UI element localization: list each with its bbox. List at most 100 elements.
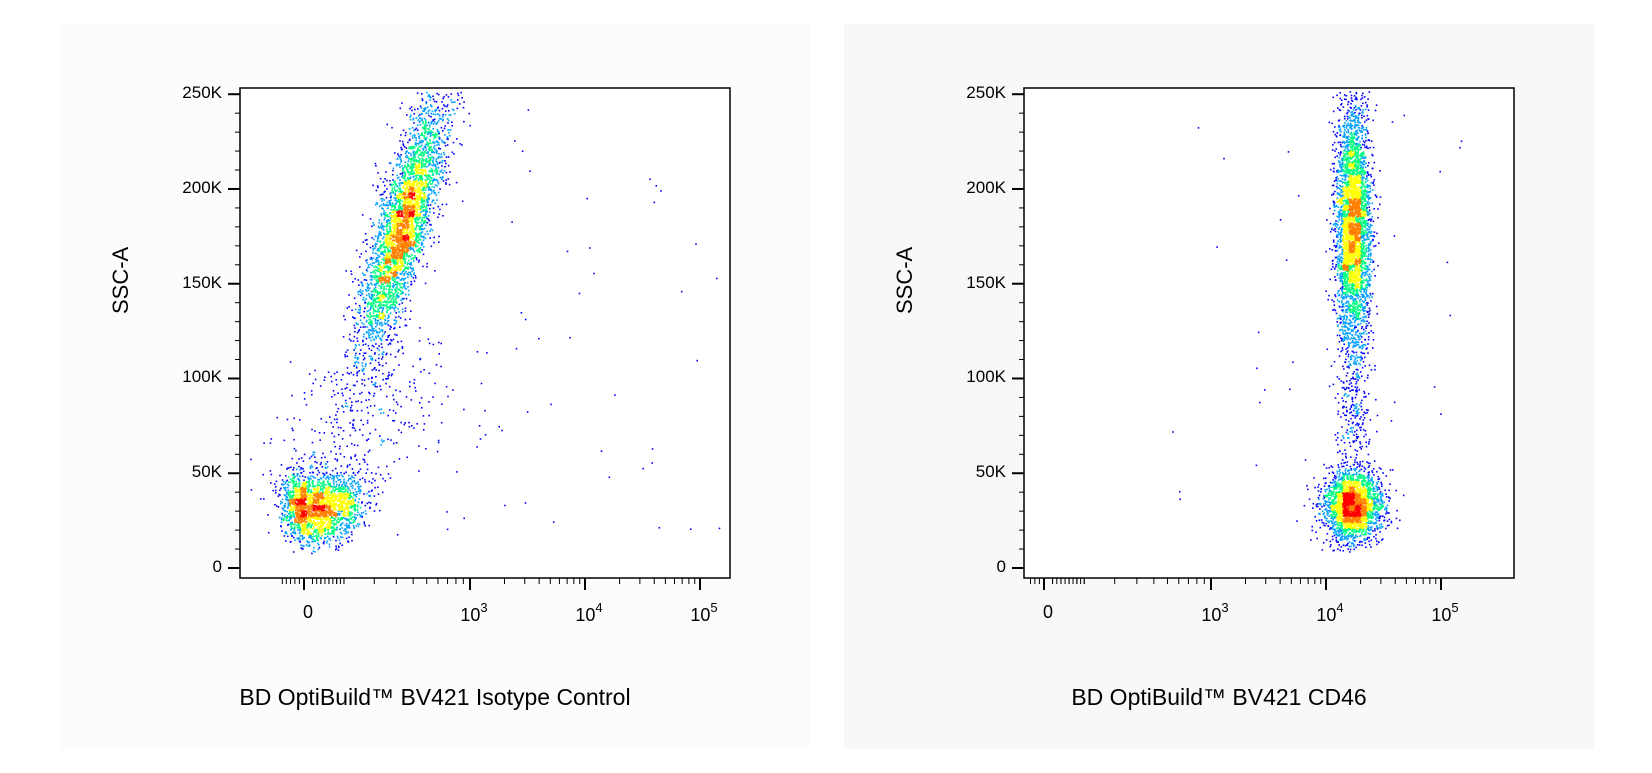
data-point [337,499,340,501]
data-point [425,143,427,146]
data-point [307,533,310,536]
data-point [423,220,426,222]
data-point [297,505,300,508]
data-point [411,159,413,161]
data-point [337,487,340,489]
data-point [314,535,316,538]
data-point [378,263,381,266]
data-point [323,483,326,486]
data-point [337,490,340,493]
data-point [319,508,321,510]
data-point [327,483,330,486]
data-point [415,277,417,279]
data-point [336,483,338,486]
data-point [297,519,300,522]
data-point [396,222,398,224]
data-point [410,235,412,238]
data-point [340,494,343,497]
data-point [416,250,419,253]
data-point [400,161,402,163]
data-point [347,541,350,543]
data-point [328,537,331,540]
data-point [404,172,406,174]
data-point [379,307,381,309]
data-point [399,107,402,110]
data-point [343,498,345,500]
data-point [401,272,403,274]
data-point [327,523,329,526]
data-point [392,338,395,341]
data-point [308,528,311,530]
data-point [421,181,424,184]
data-point [348,474,350,477]
data-point [346,526,349,528]
data-point [323,509,325,512]
data-point [380,281,382,284]
data-point [377,172,379,174]
data-point [293,514,295,517]
data-point [303,526,305,529]
data-point [350,485,352,488]
data-point [289,481,291,484]
data-point [437,205,440,208]
data-point [358,304,361,307]
data-point [427,204,430,207]
data-point [302,481,305,484]
data-point [453,153,455,155]
data-point [393,251,396,253]
data-point [341,496,343,499]
data-point [419,120,421,122]
data-point [368,283,370,286]
data-point [303,485,306,488]
data-point [406,255,408,257]
data-point [391,257,394,259]
data-point [373,298,375,300]
data-point [383,259,386,262]
data-point [323,474,325,477]
data-point [403,272,406,275]
data-point [318,544,320,546]
data-point [346,519,348,521]
data-point [408,215,411,218]
data-point [334,499,336,502]
data-point [395,233,397,236]
data-point [389,477,392,479]
data-point [388,243,390,246]
data-point [390,307,392,309]
data-point [385,307,388,309]
data-point [427,110,430,112]
data-point [403,283,405,285]
data-point [394,203,397,205]
data-point [326,540,329,542]
data-point [411,203,413,206]
data-point [346,496,348,499]
data-point [359,515,362,518]
data-point [386,225,388,227]
data-point [297,523,300,525]
data-point [386,123,388,126]
data-point [385,362,387,365]
data-point [408,173,411,176]
data-point [343,315,345,317]
data-point [316,529,319,532]
data-point [405,188,407,190]
data-point [419,193,421,196]
data-point [433,189,435,192]
data-point [312,514,314,517]
data-point [344,524,346,527]
data-point [282,484,284,486]
data-point [368,501,370,504]
data-point [407,192,410,194]
data-point [402,228,405,231]
data-point [351,512,354,515]
data-point [432,95,434,98]
data-point [420,199,423,201]
data-point [311,515,314,518]
data-point [427,218,430,220]
data-point [280,518,283,521]
data-point [308,488,310,491]
data-point [424,214,426,216]
data-point [361,322,363,324]
data-point [391,173,394,176]
data-point [419,175,421,177]
